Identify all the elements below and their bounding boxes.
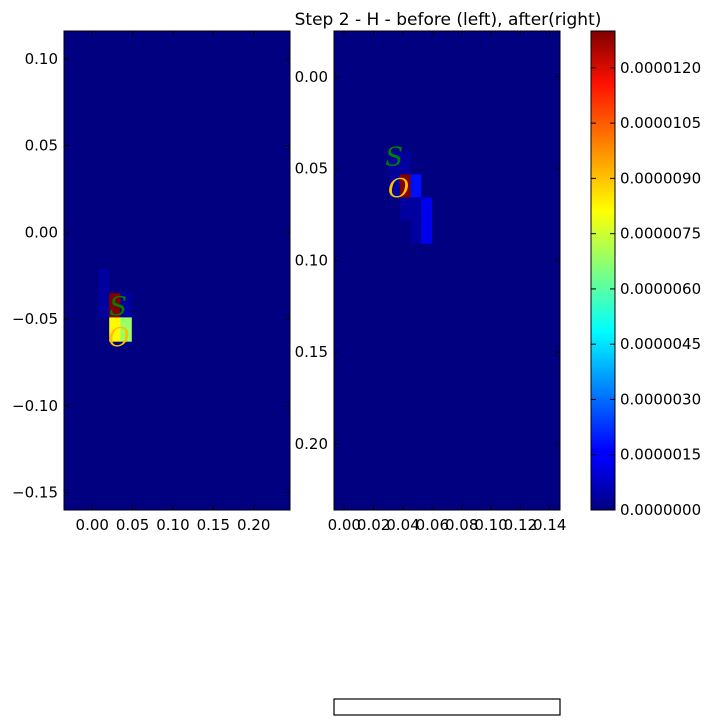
left-atom-markers: SO: [108, 292, 129, 353]
heatmap-cell: [120, 293, 132, 318]
left-panel: SO 0.00 0.05 0.10 0.15 0.20 0.10 0.05 0.00 −0.0…: [12, 30, 291, 534]
y-tick-label: 0.05: [295, 160, 328, 178]
heatmap-cell: [399, 197, 411, 221]
heatmap-cell: [410, 197, 422, 221]
right-heatmap-cells: [389, 151, 432, 244]
colorbar-tick-label: 0.0000090: [620, 169, 701, 187]
x-tick-label: 0.04: [386, 516, 419, 534]
left-x-axis: 0.00 0.05 0.10 0.15 0.20: [76, 31, 270, 534]
colorbar-tick-label: 0.0000060: [620, 280, 701, 298]
heatmap-cell: [109, 293, 121, 318]
heatmap-cell: [389, 151, 400, 175]
x-tick-label: 0.08: [445, 516, 478, 534]
heatmap-cell: [399, 151, 411, 175]
right-plot-background: [334, 31, 560, 510]
atom-marker-s: S: [109, 292, 127, 322]
colorbar-tick-label: 0.0000045: [620, 335, 701, 353]
left-plot-frame: [63, 30, 291, 511]
colorbar-gradient: [590, 30, 616, 511]
right-y-axis: 0.00 0.05 0.10 0.15 0.20: [295, 68, 560, 453]
x-tick-label: 0.10: [156, 516, 189, 534]
x-tick-label: 0.14: [533, 516, 566, 534]
colorbar-tick-label: 0.0000120: [620, 59, 701, 77]
atom-marker-o: O: [388, 174, 409, 204]
colorbar: 0.0000000 0.0000015 0.0000030 0.0000045 0.00…: [590, 30, 701, 519]
colorbar-tick-label: 0.0000015: [620, 446, 701, 464]
y-tick-label: 0.05: [25, 137, 58, 155]
x-tick-label: 0.00: [76, 516, 109, 534]
y-tick-label: 0.10: [25, 50, 58, 68]
right-atom-markers: SO: [385, 143, 409, 204]
y-tick-label: −0.15: [12, 484, 58, 502]
heatmap-cell: [97, 293, 110, 318]
colorbar-tick-label: 0.0000030: [620, 390, 701, 408]
heatmap-cell: [410, 220, 422, 244]
atom-marker-o: O: [108, 323, 129, 353]
atom-marker-s: S: [385, 143, 403, 173]
colorbar-tick-label: 0.0000000: [620, 501, 701, 519]
x-tick-label: 0.06: [416, 516, 449, 534]
x-tick-label: 0.20: [237, 516, 270, 534]
y-tick-label: 0.00: [295, 68, 328, 86]
y-tick-label: 0.00: [25, 223, 58, 241]
y-tick-label: −0.05: [12, 310, 58, 328]
x-tick-label: 0.12: [504, 516, 537, 534]
y-tick-label: 0.15: [295, 343, 328, 361]
x-tick-label: 0.05: [116, 516, 149, 534]
left-y-axis: 0.10 0.05 0.00 −0.05 −0.10 −0.15: [12, 50, 290, 502]
empty-axes-box: [333, 698, 561, 716]
heatmap-cell: [399, 174, 411, 198]
left-heatmap-cells: [97, 268, 132, 342]
x-tick-label: 0.00: [328, 516, 361, 534]
colorbar-tick-label: 0.0000075: [620, 225, 701, 243]
right-x-axis: 0.000.020.040.060.080.100.120.14: [328, 31, 566, 534]
heatmap-cell: [421, 220, 432, 244]
colorbar-tick-label: 0.0000105: [620, 114, 701, 132]
heatmap-cell: [389, 174, 400, 198]
heatmap-cell: [120, 317, 132, 342]
heatmap-cell: [109, 317, 121, 342]
x-tick-label: 0.10: [474, 516, 507, 534]
heatmap-cell: [97, 268, 110, 294]
y-tick-label: 0.20: [295, 435, 328, 453]
x-tick-label: 0.15: [197, 516, 230, 534]
y-tick-label: −0.10: [12, 397, 58, 415]
heatmap-cell: [410, 174, 422, 198]
x-tick-label: 0.02: [357, 516, 390, 534]
y-tick-label: 0.10: [295, 251, 328, 269]
heatmap-cell: [421, 197, 432, 221]
chart-title: Step 2 - H - before (left), after(right): [295, 10, 602, 30]
right-panel: SO 0.000.020.040.060.080.100.120.14 0.00…: [295, 30, 566, 534]
right-plot-frame: [333, 30, 561, 511]
colorbar-ticks: 0.0000000 0.0000015 0.0000030 0.0000045 0.00…: [591, 59, 701, 519]
